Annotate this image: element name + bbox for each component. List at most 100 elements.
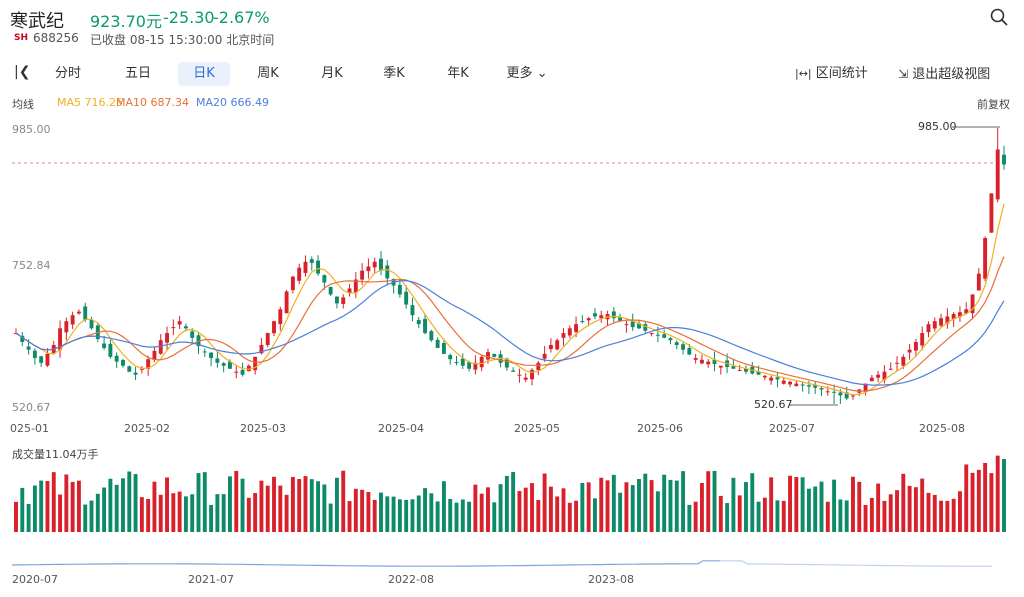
candle bbox=[800, 384, 805, 386]
volume-bar bbox=[297, 479, 302, 532]
volume-bar bbox=[555, 496, 560, 532]
ma5-line bbox=[15, 203, 1005, 396]
candle bbox=[618, 317, 623, 322]
y-label-high: 985.00 bbox=[12, 123, 51, 136]
volume-bar bbox=[39, 480, 44, 532]
tab-5[interactable]: 季K bbox=[383, 66, 405, 81]
candle bbox=[139, 368, 144, 370]
candle bbox=[574, 324, 579, 332]
current-price: 923.70元 bbox=[90, 12, 162, 31]
volume-bar bbox=[423, 488, 427, 532]
volume-bar bbox=[718, 495, 723, 532]
candle bbox=[467, 362, 472, 369]
candle bbox=[932, 321, 937, 329]
volume-bar bbox=[687, 504, 692, 532]
candle bbox=[674, 342, 679, 345]
candle bbox=[45, 353, 50, 366]
candle bbox=[385, 265, 390, 279]
candle bbox=[668, 338, 673, 341]
candle bbox=[303, 261, 308, 273]
volume-bar bbox=[410, 499, 415, 532]
volume-bar bbox=[794, 477, 799, 532]
volume-bar bbox=[58, 494, 63, 532]
volume-bar bbox=[486, 487, 490, 532]
candle bbox=[983, 237, 988, 279]
x-axis-label: 2025-04 bbox=[378, 422, 424, 435]
volume-bar bbox=[202, 472, 207, 532]
volume-bar bbox=[504, 475, 509, 532]
volume-bar bbox=[309, 479, 314, 532]
candle bbox=[102, 343, 107, 348]
tab-1[interactable]: 五日 bbox=[124, 66, 151, 81]
candle bbox=[536, 362, 541, 371]
x-axis-label: 2025-08 bbox=[919, 422, 965, 435]
candle bbox=[649, 333, 654, 335]
volume-bar bbox=[907, 485, 912, 532]
candle bbox=[523, 377, 528, 380]
sidebar-toggle-icon[interactable]: |❮ bbox=[14, 64, 31, 80]
candle bbox=[907, 349, 912, 353]
volume-bar bbox=[737, 495, 742, 532]
candle bbox=[259, 344, 264, 354]
candle bbox=[32, 350, 37, 359]
candle bbox=[284, 291, 289, 314]
volume-bar bbox=[832, 479, 837, 532]
tab-2[interactable]: 日K bbox=[178, 62, 230, 86]
candle bbox=[146, 359, 151, 369]
candle bbox=[353, 279, 358, 293]
candle bbox=[372, 261, 377, 268]
candle bbox=[825, 391, 830, 393]
tab-0[interactable]: 分时 bbox=[54, 66, 81, 81]
volume-bar bbox=[561, 488, 566, 532]
candle bbox=[221, 363, 226, 366]
candle bbox=[813, 384, 818, 388]
ma5-value: MA5 716.25 bbox=[57, 96, 123, 109]
volume-bar bbox=[127, 471, 132, 532]
volume-bar bbox=[920, 478, 925, 532]
volume-bar bbox=[813, 486, 818, 532]
volume-bar bbox=[146, 498, 151, 532]
price-change: -25.30 bbox=[163, 8, 215, 27]
low-marker-label: 520.67 bbox=[754, 398, 793, 411]
candle bbox=[215, 358, 220, 363]
volume-bar bbox=[542, 473, 547, 532]
volume-bar bbox=[70, 481, 75, 532]
volume-bar bbox=[637, 478, 641, 532]
candle bbox=[976, 273, 981, 291]
tab-3[interactable]: 周K bbox=[257, 66, 279, 81]
volume-bar bbox=[64, 474, 69, 532]
volume-bar bbox=[397, 499, 402, 532]
candle bbox=[278, 309, 283, 325]
candle bbox=[693, 358, 698, 360]
candle bbox=[253, 356, 258, 371]
candle bbox=[624, 324, 629, 326]
search-icon[interactable] bbox=[990, 8, 1008, 26]
candle bbox=[970, 294, 975, 314]
volume-bar bbox=[699, 482, 704, 532]
volume-bar bbox=[788, 475, 792, 532]
candle bbox=[152, 350, 157, 360]
interval-stats-button[interactable]: |↔| 区间统计 bbox=[795, 66, 868, 81]
volume-bar bbox=[844, 500, 849, 532]
candle bbox=[561, 333, 566, 338]
candle bbox=[511, 370, 516, 372]
x-axis-label: 2025-06 bbox=[637, 422, 683, 435]
tab-6[interactable]: 年K bbox=[447, 66, 469, 81]
candle bbox=[410, 305, 415, 316]
volume-bar bbox=[762, 497, 767, 532]
volume-bar bbox=[45, 481, 50, 532]
candle bbox=[246, 365, 251, 372]
volume-bar bbox=[693, 501, 698, 532]
candle bbox=[567, 328, 572, 336]
candle bbox=[83, 306, 88, 320]
candle bbox=[706, 361, 711, 365]
volume-bar bbox=[152, 481, 157, 532]
exit-fullscreen-button[interactable]: ⇲ 退出超级视图 bbox=[898, 67, 991, 82]
candle bbox=[901, 356, 906, 366]
candle bbox=[76, 311, 81, 314]
adjust-mode[interactable]: 前复权 bbox=[977, 98, 1010, 111]
volume-bar bbox=[851, 476, 855, 532]
tab-4[interactable]: 月K bbox=[321, 66, 343, 81]
tab-7[interactable]: 更多 ⌄ bbox=[506, 66, 548, 81]
